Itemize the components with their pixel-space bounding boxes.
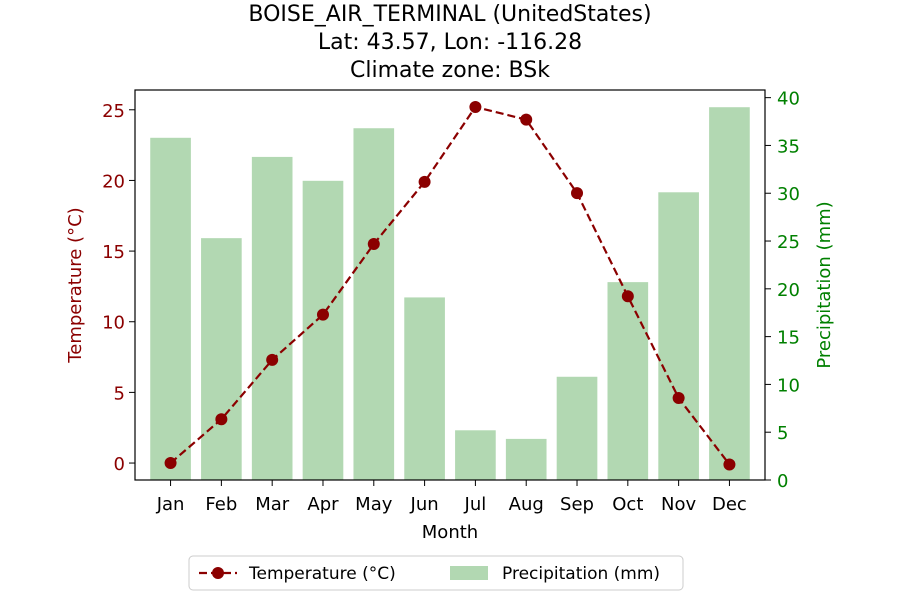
legend-temperature-label: Temperature (°C) (248, 564, 396, 584)
temperature-point (164, 457, 177, 470)
left-axis-label: Temperature (°C) (65, 207, 86, 363)
x-tick-label: Dec (712, 494, 747, 515)
x-tick-label: Apr (307, 494, 339, 515)
temperature-point (621, 290, 634, 303)
left-tick-label: 10 (102, 313, 125, 334)
plot-frame (134, 89, 766, 481)
precipitation-bar (505, 438, 547, 480)
x-tick-label: Aug (509, 494, 544, 515)
x-tick-label: May (355, 494, 393, 515)
title-line: BOISE_AIR_TERMINAL (UnitedStates) (248, 2, 651, 27)
legend-precipitation-label: Precipitation (mm) (502, 564, 660, 584)
right-axis-label: Precipitation (mm) (814, 201, 835, 368)
left-tick-label: 25 (102, 101, 125, 122)
precipitation-bar (658, 192, 699, 480)
precipitation-bar (150, 137, 191, 480)
precipitation-bar (302, 180, 344, 480)
left-tick-label: 15 (102, 242, 125, 263)
x-tick-label: Feb (205, 494, 237, 515)
title-line: Lat: 43.57, Lon: -116.28 (318, 30, 582, 55)
x-axis-label: Month (422, 522, 478, 543)
temperature-point (316, 308, 329, 321)
legend-precipitation-swatch (450, 566, 488, 580)
legend-temperature-marker (212, 567, 224, 579)
precipitation-bar (251, 156, 293, 481)
precipitation-bar (607, 282, 649, 480)
right-tick-label: 20 (777, 280, 800, 301)
x-tick-label: Nov (661, 494, 696, 515)
legend-box (188, 555, 684, 591)
x-tick-label: Jul (464, 494, 487, 515)
right-tick-label: 10 (777, 375, 800, 396)
x-tick-label: Mar (255, 494, 290, 515)
precipitation-bar (353, 128, 395, 480)
precipitation-bar (404, 297, 445, 480)
chart-title: BOISE_AIR_TERMINAL (UnitedStates) Lat: 43… (248, 2, 651, 83)
precipitation-bar (556, 376, 598, 480)
precipitation-bar (709, 107, 750, 481)
left-tick-label: 0 (114, 454, 125, 475)
temperature-point (367, 238, 380, 251)
right-tick-label: 5 (777, 423, 788, 444)
right-tick-label: 30 (777, 184, 800, 205)
right-tick-label: 15 (777, 328, 800, 349)
precipitation-bar (201, 238, 242, 480)
temperature-point (723, 458, 736, 471)
chart-axes: 0 5 10 15 20 25 0 5 10 15 20 25 30 35 40 Jan Feb Mar Apr Ma… (65, 89, 835, 543)
right-tick-label: 0 (777, 471, 788, 492)
x-tick-label: Jun (410, 494, 439, 515)
temperature-point (418, 175, 431, 188)
x-tick-label: Oct (612, 494, 643, 515)
left-tick-label: 5 (114, 383, 125, 404)
temperature-point (571, 187, 584, 200)
precipitation-bar (455, 430, 496, 480)
temperature-line (164, 100, 736, 471)
right-tick-label: 25 (777, 232, 800, 253)
title-line: Climate zone: BSk (350, 58, 550, 83)
right-tick-label: 35 (777, 136, 800, 157)
precipitation-bars (150, 107, 750, 481)
x-tick-label: Sep (560, 494, 594, 515)
left-tick-label: 20 (102, 171, 125, 192)
temperature-point (266, 353, 279, 366)
temperature-point (215, 413, 228, 426)
temperature-point (469, 100, 482, 113)
x-tick-label: Jan (156, 494, 185, 515)
temperature-point (672, 392, 685, 405)
right-tick-label: 40 (777, 89, 800, 110)
chart-legend: Temperature (°C) Precipitation (mm) (188, 555, 684, 591)
temperature-point (520, 113, 533, 126)
temperature-series-line (169, 105, 731, 466)
